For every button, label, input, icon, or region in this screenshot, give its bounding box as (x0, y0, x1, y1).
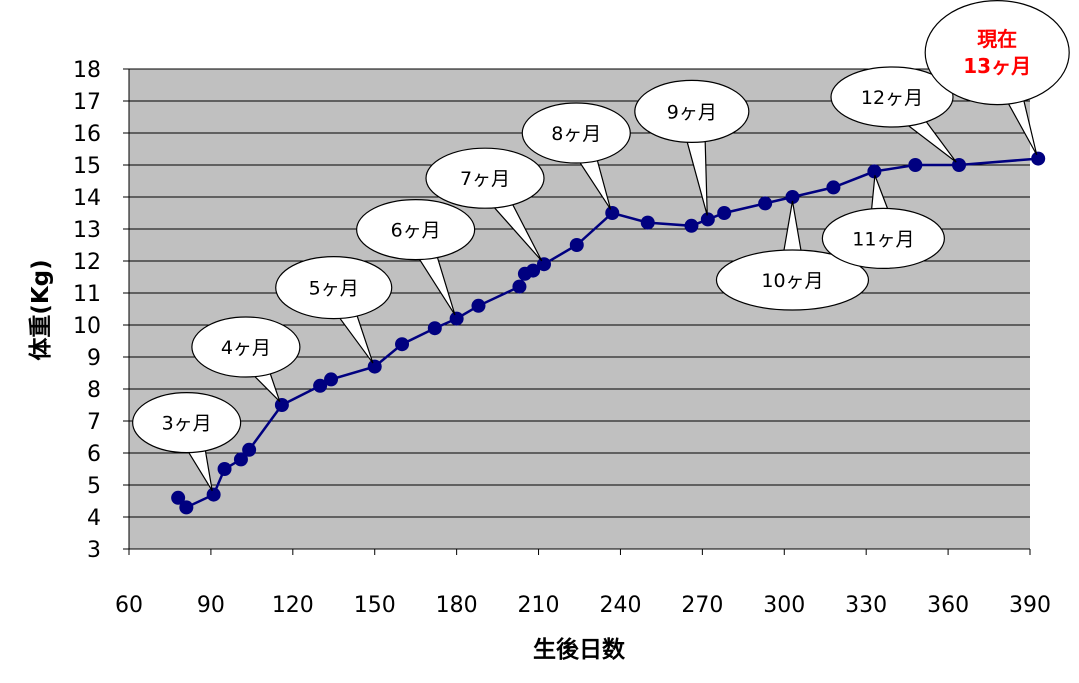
data-point (569, 238, 584, 252)
data-point (512, 279, 527, 294)
callout: 12ヶ月 (830, 66, 957, 163)
callout-fill (193, 318, 299, 376)
callout-label: 11ヶ月 (852, 228, 914, 250)
callout-fill (636, 81, 748, 142)
data-point (1031, 151, 1046, 166)
callout-fill (823, 209, 944, 268)
data-point (785, 190, 800, 204)
y-tick-label: 15 (73, 154, 101, 179)
callout: 現在 13ヶ月 (924, 0, 1070, 156)
callout-label: 9ヶ月 (667, 101, 717, 123)
x-tick-labels: 60 90 120 150 180 210 240 270 300 330 360 390 (115, 593, 1051, 618)
y-axis-title: 体重(Kg) (28, 259, 54, 360)
data-point (233, 452, 248, 467)
x-tick-label: 390 (1009, 593, 1051, 618)
y-tick-label: 9 (87, 346, 101, 371)
callout: 5ヶ月 (275, 256, 393, 364)
y-tick-label: 8 (87, 378, 101, 403)
y-tick-label: 18 (73, 58, 101, 83)
data-point (324, 372, 339, 387)
y-tick-label: 12 (73, 250, 101, 275)
x-tick-label: 330 (845, 593, 887, 618)
callout: 9ヶ月 (634, 79, 750, 216)
callout-fill (717, 251, 868, 309)
data-point (449, 311, 464, 326)
x-tick-label: 270 (681, 593, 723, 618)
data-point (206, 487, 221, 502)
x-tick-label: 150 (354, 593, 396, 618)
callout-label: 6ヶ月 (391, 220, 441, 242)
callout-label: 現在 (977, 27, 1017, 51)
x-tick-label: 120 (272, 593, 314, 618)
data-point (867, 164, 882, 179)
data-point (427, 321, 442, 336)
y-tick-labels: 3 4 5 6 7 8 9 10 11 12 13 14 15 16 17 18 (73, 58, 101, 563)
data-point (242, 442, 257, 457)
callout-fill (832, 68, 952, 126)
data-point (826, 180, 841, 195)
callout-label: 7ヶ月 (460, 168, 510, 190)
data-point (471, 298, 486, 313)
series-line-group (171, 151, 1046, 515)
y-tick-label: 5 (87, 474, 101, 499)
callout-label: 12ヶ月 (861, 87, 923, 109)
callout-fill (357, 200, 474, 259)
x-tick-label: 60 (115, 593, 143, 618)
callout: 11ヶ月 (821, 175, 945, 269)
callout: 8ヶ月 (521, 102, 631, 210)
callout-label: 10ヶ月 (761, 270, 823, 292)
callout-label: 13ヶ月 (963, 54, 1031, 78)
callout: 4ヶ月 (191, 316, 301, 403)
data-point (179, 500, 194, 515)
data-point (684, 218, 699, 233)
data-point (700, 212, 715, 227)
y-tick-label: 7 (87, 410, 101, 435)
x-axis-title: 生後日数 (533, 636, 626, 663)
axes (123, 68, 1031, 555)
callout-label: 8ヶ月 (551, 123, 601, 145)
y-tick-label: 3 (87, 538, 101, 563)
y-tick-label: 17 (73, 90, 101, 115)
callout: 3ヶ月 (132, 392, 242, 492)
callout-fill (427, 149, 543, 207)
callout-label: 3ヶ月 (162, 413, 212, 435)
x-tick-label: 300 (763, 593, 805, 618)
data-point (758, 196, 773, 211)
data-point (526, 263, 541, 278)
data-point (367, 359, 382, 374)
y-tick-label: 14 (73, 186, 101, 211)
y-tick-label: 11 (73, 282, 101, 307)
x-tick-label: 360 (927, 593, 969, 618)
callout-label: 4ヶ月 (221, 337, 271, 359)
data-point (605, 206, 620, 220)
data-point (217, 462, 232, 476)
y-tick-label: 6 (87, 442, 101, 467)
callout-fill (523, 104, 630, 162)
data-point (908, 158, 923, 172)
callout-fill (276, 257, 391, 318)
data-point (395, 337, 410, 352)
callout-label: 5ヶ月 (309, 278, 359, 300)
x-tick-label: 210 (518, 593, 560, 618)
y-tick-label: 10 (73, 314, 101, 339)
x-tick-label: 180 (436, 593, 478, 618)
callout: 10ヶ月 (715, 200, 870, 311)
x-tick-label: 240 (599, 593, 641, 618)
data-point (640, 215, 655, 230)
callout-fill (926, 1, 1068, 104)
x-tick-label: 90 (197, 593, 225, 618)
callout-fill (133, 393, 240, 452)
data-point (274, 398, 289, 412)
data-point (171, 490, 186, 505)
data-point (313, 378, 328, 393)
callouts: 3ヶ月 4ヶ月 5ヶ月 6ヶ月 7ヶ月 8ヶ月 9ヶ月 10ヶ月 11ヶ月 12ヶ月 現在 13ヶ月 (132, 0, 1070, 492)
data-point (537, 257, 552, 272)
y-tick-label: 16 (73, 122, 101, 147)
callout: 7ヶ月 (425, 147, 545, 262)
y-tick-label: 13 (73, 218, 101, 243)
data-point (717, 206, 732, 220)
y-tick-label: 4 (87, 506, 101, 531)
callout: 6ヶ月 (356, 199, 476, 316)
